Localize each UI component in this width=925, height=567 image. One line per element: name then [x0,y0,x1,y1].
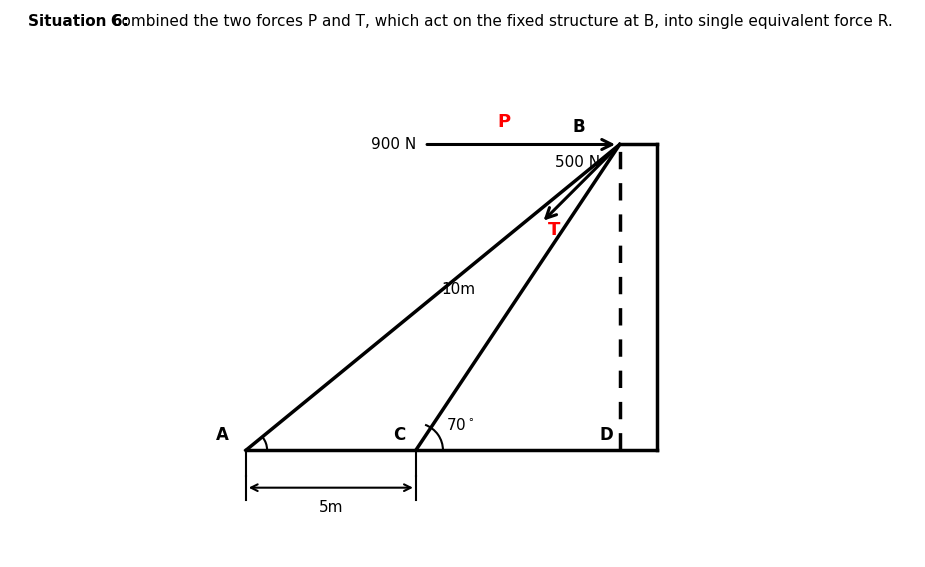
Text: A: A [216,425,228,443]
Text: C: C [393,425,405,443]
Text: D: D [599,425,613,443]
Text: Situation 6:: Situation 6: [28,14,129,29]
Text: 500 N: 500 N [555,155,599,170]
Text: 70$^\circ$: 70$^\circ$ [447,417,475,433]
Text: 5m: 5m [318,500,343,515]
Text: 10m: 10m [442,282,475,297]
Text: Combined the two forces P and T, which act on the fixed structure at B, into sin: Combined the two forces P and T, which a… [106,14,894,29]
Text: B: B [572,118,585,136]
Text: 900 N: 900 N [371,137,415,152]
Text: P: P [498,113,511,131]
Text: T: T [549,221,561,239]
